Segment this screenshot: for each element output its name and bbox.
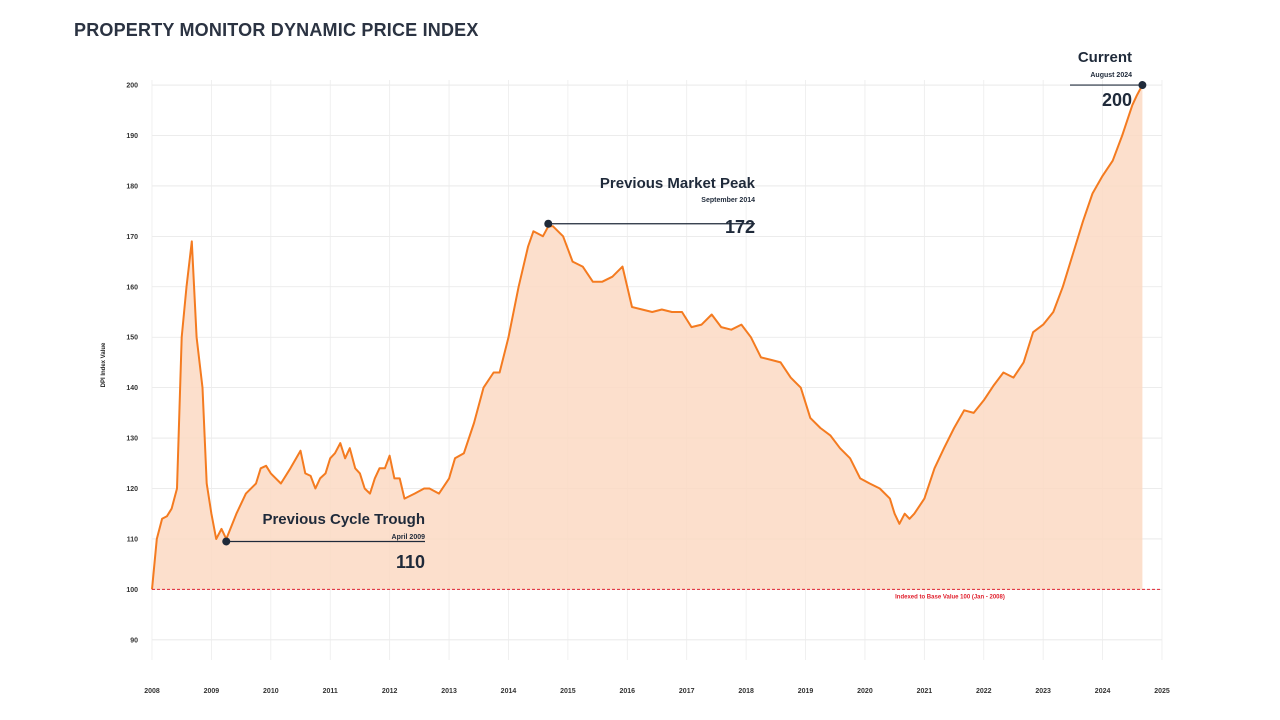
y-tick-label: 100 xyxy=(126,587,138,594)
y-tick-label: 130 xyxy=(126,436,138,443)
x-tick-label: 2019 xyxy=(798,688,814,695)
y-tick-label: 200 xyxy=(126,83,138,90)
x-tick-label: 2018 xyxy=(738,688,754,695)
chart-title: PROPERTY MONITOR DYNAMIC PRICE INDEX xyxy=(74,20,479,40)
x-tick-label: 2017 xyxy=(679,688,695,695)
annotation-date: April 2009 xyxy=(392,534,426,541)
annotation-title: Previous Cycle Trough xyxy=(262,511,425,528)
y-tick-label: 160 xyxy=(126,284,138,291)
x-tick-label: 2020 xyxy=(857,688,873,695)
x-tick-label: 2022 xyxy=(976,688,992,695)
annotation-value: 110 xyxy=(396,552,425,572)
annotation-marker xyxy=(1138,81,1147,90)
x-tick-label: 2024 xyxy=(1095,688,1111,695)
annotation-marker xyxy=(544,219,553,228)
x-tick-label: 2009 xyxy=(204,688,220,695)
annotation-date: September 2014 xyxy=(701,197,755,204)
y-tick-label: 150 xyxy=(126,335,138,342)
x-tick-label: 2011 xyxy=(323,688,338,695)
x-tick-label: 2015 xyxy=(560,688,576,695)
y-tick-label: 140 xyxy=(126,385,138,392)
x-tick-label: 2016 xyxy=(620,688,636,695)
annotation-value: 200 xyxy=(1102,90,1132,110)
annotation-title: Current xyxy=(1078,49,1132,66)
y-tick-label: 90 xyxy=(130,637,138,644)
baseline-label: Indexed to Base Value 100 (Jan - 2008) xyxy=(895,594,1005,600)
x-tick-label: 2013 xyxy=(441,688,457,695)
x-tick-label: 2021 xyxy=(917,688,933,695)
annotation-marker xyxy=(222,537,231,546)
series-area xyxy=(152,85,1143,590)
x-tick-label: 2023 xyxy=(1035,688,1051,695)
x-tick-label: 2025 xyxy=(1154,688,1170,695)
y-tick-label: 120 xyxy=(126,486,138,493)
y-tick-label: 190 xyxy=(126,133,138,140)
y-tick-label: 180 xyxy=(126,183,138,190)
x-tick-label: 2008 xyxy=(144,688,160,695)
x-tick-label: 2012 xyxy=(382,688,398,695)
x-tick-label: 2010 xyxy=(263,688,279,695)
y-tick-label: 110 xyxy=(127,536,138,543)
annotation-title: Previous Market Peak xyxy=(600,175,756,192)
y-axis-label: DPI Index Value xyxy=(101,342,107,387)
annotation-date: August 2024 xyxy=(1090,72,1132,79)
y-tick-label: 170 xyxy=(126,234,138,241)
annotation-value: 172 xyxy=(725,217,755,237)
x-tick-label: 2014 xyxy=(501,688,517,695)
